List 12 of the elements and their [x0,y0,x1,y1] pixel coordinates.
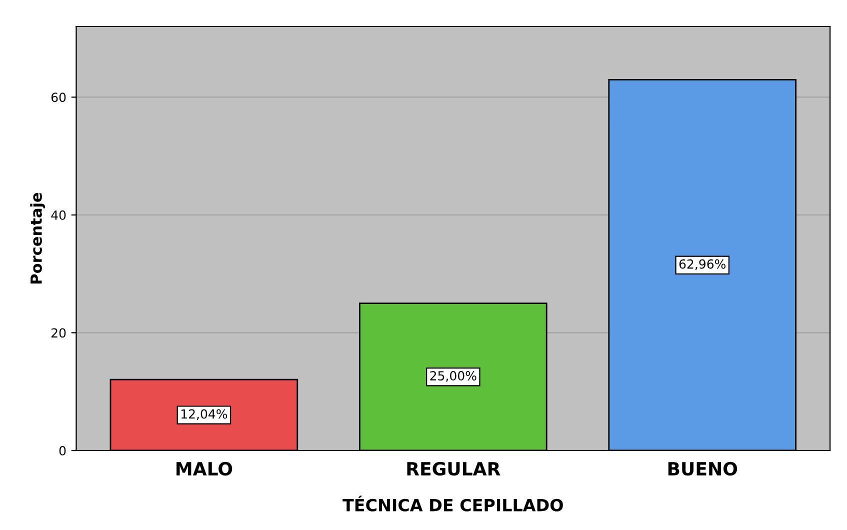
y-tick-label: 40 [51,210,66,220]
y-tick-label: 0 [59,446,66,456]
data-label: 25,00% [430,371,476,382]
x-tick-label: MALO [176,462,232,476]
x-tick-label: REGULAR [407,462,500,476]
x-axis-title: TÉCNICA DE CEPILLADO [342,496,563,512]
y-tick-label: 60 [51,92,66,102]
y-axis-title: Porcentaje [30,192,46,284]
x-tick-label: BUENO [668,462,738,476]
data-label: 62,96% [679,259,726,270]
y-tick-label: 20 [52,328,66,338]
data-label: 12,04% [181,409,228,420]
